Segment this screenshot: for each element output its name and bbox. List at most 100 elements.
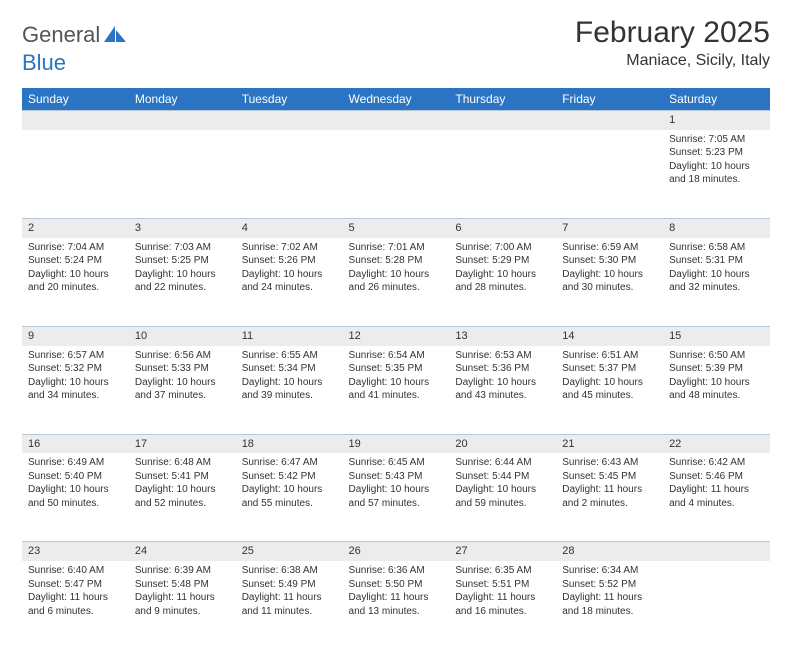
day-number: 1 [663, 110, 770, 130]
sunset-text: Sunset: 5:25 PM [135, 254, 230, 268]
daylight-text-2: and 9 minutes. [135, 605, 230, 619]
sunset-text: Sunset: 5:28 PM [349, 254, 444, 268]
daylight-text: Daylight: 10 hours [28, 268, 123, 282]
sunrise-text: Sunrise: 7:00 AM [455, 241, 550, 255]
sunset-text: Sunset: 5:39 PM [669, 362, 764, 376]
daylight-text-2: and 57 minutes. [349, 497, 444, 511]
daynum-cell [449, 110, 556, 130]
sunset-text: Sunset: 5:31 PM [669, 254, 764, 268]
day-number: 19 [343, 434, 450, 454]
daylight-text-2: and 45 minutes. [562, 389, 657, 403]
day-cell: Sunrise: 7:03 AMSunset: 5:25 PMDaylight:… [129, 238, 236, 326]
daynum-cell [129, 110, 236, 130]
day-number [556, 110, 663, 130]
sunrise-text: Sunrise: 6:59 AM [562, 241, 657, 255]
daylight-text: Daylight: 11 hours [455, 591, 550, 605]
sunrise-text: Sunrise: 6:56 AM [135, 349, 230, 363]
daylight-text-2: and 24 minutes. [242, 281, 337, 295]
day-cell: Sunrise: 6:45 AMSunset: 5:43 PMDaylight:… [343, 453, 450, 541]
day-cell: Sunrise: 6:50 AMSunset: 5:39 PMDaylight:… [663, 346, 770, 434]
sunset-text: Sunset: 5:23 PM [669, 146, 764, 160]
day-content: Sunrise: 7:02 AMSunset: 5:26 PMDaylight:… [236, 238, 343, 301]
daylight-text: Daylight: 10 hours [455, 268, 550, 282]
day-cell: Sunrise: 6:38 AMSunset: 5:49 PMDaylight:… [236, 561, 343, 649]
dow-saturday: Saturday [663, 88, 770, 110]
day-number: 20 [449, 434, 556, 454]
day-content: Sunrise: 6:53 AMSunset: 5:36 PMDaylight:… [449, 346, 556, 409]
sunrise-text: Sunrise: 6:55 AM [242, 349, 337, 363]
daynum-cell: 15 [663, 326, 770, 346]
sunrise-text: Sunrise: 6:45 AM [349, 456, 444, 470]
day-number: 23 [22, 541, 129, 561]
day-cell: Sunrise: 6:39 AMSunset: 5:48 PMDaylight:… [129, 561, 236, 649]
day-content: Sunrise: 6:55 AMSunset: 5:34 PMDaylight:… [236, 346, 343, 409]
sunrise-text: Sunrise: 7:01 AM [349, 241, 444, 255]
day-number: 7 [556, 218, 663, 238]
day-cell [236, 130, 343, 218]
daynum-cell [343, 110, 450, 130]
daynum-row: 1 [22, 110, 770, 130]
content-row: Sunrise: 6:40 AMSunset: 5:47 PMDaylight:… [22, 561, 770, 649]
day-number: 8 [663, 218, 770, 238]
sunset-text: Sunset: 5:35 PM [349, 362, 444, 376]
sunset-text: Sunset: 5:33 PM [135, 362, 230, 376]
daynum-cell: 16 [22, 434, 129, 454]
sunset-text: Sunset: 5:52 PM [562, 578, 657, 592]
daynum-cell: 1 [663, 110, 770, 130]
day-content: Sunrise: 6:45 AMSunset: 5:43 PMDaylight:… [343, 453, 450, 516]
day-content: Sunrise: 6:42 AMSunset: 5:46 PMDaylight:… [663, 453, 770, 516]
title-block: February 2025 Maniace, Sicily, Italy [575, 16, 770, 70]
daylight-text: Daylight: 10 hours [669, 160, 764, 174]
daylight-text: Daylight: 11 hours [562, 483, 657, 497]
daynum-cell: 27 [449, 541, 556, 561]
day-number: 28 [556, 541, 663, 561]
daylight-text: Daylight: 10 hours [135, 376, 230, 390]
daylight-text-2: and 30 minutes. [562, 281, 657, 295]
sunset-text: Sunset: 5:46 PM [669, 470, 764, 484]
calendar-page: General February 2025 Maniace, Sicily, I… [0, 0, 792, 665]
day-cell: Sunrise: 6:56 AMSunset: 5:33 PMDaylight:… [129, 346, 236, 434]
daylight-text: Daylight: 10 hours [242, 483, 337, 497]
daylight-text-2: and 59 minutes. [455, 497, 550, 511]
daynum-cell: 24 [129, 541, 236, 561]
daynum-cell: 25 [236, 541, 343, 561]
daynum-cell: 28 [556, 541, 663, 561]
dow-friday: Friday [556, 88, 663, 110]
day-cell: Sunrise: 6:42 AMSunset: 5:46 PMDaylight:… [663, 453, 770, 541]
day-content: Sunrise: 6:49 AMSunset: 5:40 PMDaylight:… [22, 453, 129, 516]
dow-tuesday: Tuesday [236, 88, 343, 110]
sunset-text: Sunset: 5:43 PM [349, 470, 444, 484]
daylight-text-2: and 2 minutes. [562, 497, 657, 511]
daylight-text-2: and 32 minutes. [669, 281, 764, 295]
daynum-row: 232425262728 [22, 541, 770, 561]
dow-thursday: Thursday [449, 88, 556, 110]
calendar-body: 1Sunrise: 7:05 AMSunset: 5:23 PMDaylight… [22, 110, 770, 649]
day-number: 22 [663, 434, 770, 454]
day-cell [556, 130, 663, 218]
daylight-text: Daylight: 10 hours [28, 483, 123, 497]
day-number: 21 [556, 434, 663, 454]
day-content: Sunrise: 6:48 AMSunset: 5:41 PMDaylight:… [129, 453, 236, 516]
day-cell [343, 130, 450, 218]
day-cell: Sunrise: 6:34 AMSunset: 5:52 PMDaylight:… [556, 561, 663, 649]
daynum-cell: 3 [129, 218, 236, 238]
daynum-cell: 9 [22, 326, 129, 346]
daylight-text-2: and 11 minutes. [242, 605, 337, 619]
daylight-text: Daylight: 11 hours [562, 591, 657, 605]
day-cell: Sunrise: 6:36 AMSunset: 5:50 PMDaylight:… [343, 561, 450, 649]
daylight-text: Daylight: 10 hours [135, 268, 230, 282]
sunrise-text: Sunrise: 6:49 AM [28, 456, 123, 470]
day-number: 26 [343, 541, 450, 561]
daylight-text-2: and 50 minutes. [28, 497, 123, 511]
daylight-text-2: and 39 minutes. [242, 389, 337, 403]
day-number: 27 [449, 541, 556, 561]
day-cell: Sunrise: 6:40 AMSunset: 5:47 PMDaylight:… [22, 561, 129, 649]
sunrise-text: Sunrise: 6:54 AM [349, 349, 444, 363]
daynum-cell [556, 110, 663, 130]
daylight-text-2: and 18 minutes. [669, 173, 764, 187]
day-number [22, 110, 129, 130]
day-content: Sunrise: 6:57 AMSunset: 5:32 PMDaylight:… [22, 346, 129, 409]
day-content: Sunrise: 7:03 AMSunset: 5:25 PMDaylight:… [129, 238, 236, 301]
daylight-text: Daylight: 11 hours [135, 591, 230, 605]
day-cell: Sunrise: 6:48 AMSunset: 5:41 PMDaylight:… [129, 453, 236, 541]
